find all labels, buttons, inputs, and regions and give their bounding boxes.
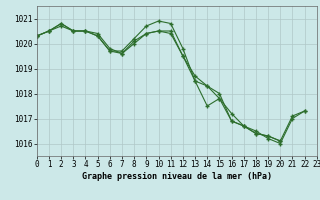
- X-axis label: Graphe pression niveau de la mer (hPa): Graphe pression niveau de la mer (hPa): [82, 172, 272, 181]
